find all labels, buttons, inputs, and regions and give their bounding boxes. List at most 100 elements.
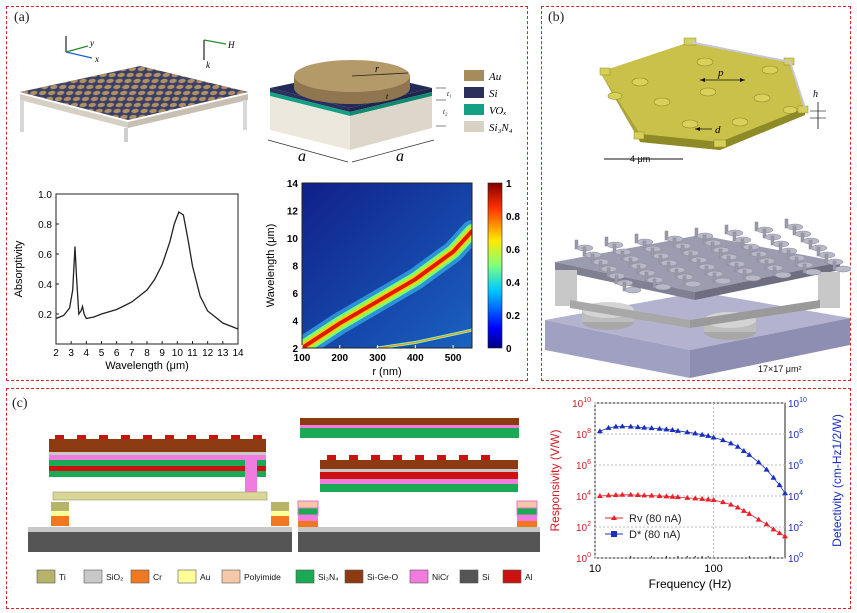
- rv-point: [755, 516, 762, 522]
- y-tick-label: 10: [287, 234, 299, 245]
- rv-point: [705, 496, 712, 502]
- y-axis-label: Wavelength (μm): [265, 224, 277, 308]
- dstar-point: [684, 429, 691, 435]
- y-tick-label: 4: [292, 317, 298, 328]
- rv-point: [596, 493, 603, 498]
- x-tick-label: 8: [144, 348, 150, 359]
- rv-point: [641, 492, 648, 498]
- main-resonance-band: [302, 229, 472, 348]
- dstar-point: [755, 459, 762, 465]
- legend-label: D* (80 nA): [629, 529, 680, 541]
- rv-point: [669, 493, 676, 499]
- rv-point: [619, 491, 626, 497]
- x-axis-label: Frequency (Hz): [649, 577, 732, 591]
- dstar-point: [634, 424, 641, 430]
- dstar-point: [705, 432, 712, 438]
- colorbar: [487, 182, 503, 349]
- y-tick-label-right: 100: [788, 552, 803, 565]
- panel-a: [6, 6, 528, 381]
- rv-point: [770, 526, 777, 532]
- dstar-point: [692, 430, 699, 436]
- y-tick-label: 0.4: [38, 280, 52, 291]
- y-tick-label: 2: [292, 344, 298, 355]
- x-tick-label: 7: [129, 348, 135, 359]
- y-axis-label-left: Responsivity (V/W): [549, 429, 562, 531]
- dstar-point: [619, 423, 626, 429]
- dstar-point: [776, 482, 783, 488]
- x-tick-label: 100: [704, 563, 722, 575]
- x-tick-label: 500: [445, 353, 462, 364]
- dstar-point: [641, 424, 648, 430]
- dstar-point: [734, 443, 741, 449]
- colorbar-tick-label: 0: [506, 344, 512, 355]
- dstar-point: [727, 440, 734, 446]
- dstar-point: [663, 426, 670, 432]
- y-tick-label: 1.0: [38, 190, 52, 201]
- rv-point: [692, 495, 699, 501]
- x-tick-label: 200: [331, 353, 348, 364]
- panel-c-label: (c): [12, 396, 28, 411]
- x-tick-label: 6: [114, 348, 120, 359]
- rv-point: [782, 533, 788, 539]
- dstar-point: [746, 451, 753, 457]
- dstar-point: [656, 425, 663, 431]
- y-tick-label-left: 1010: [572, 397, 591, 410]
- x-axis-label: Wavelength (μm): [105, 360, 189, 372]
- x-tick-label: 4: [84, 348, 90, 359]
- y-tick-label: 0.2: [38, 310, 52, 321]
- x-tick-label: 10: [172, 348, 184, 359]
- y-tick-label-left: 106: [576, 459, 591, 472]
- dstar-point: [782, 490, 788, 496]
- rv-point: [763, 521, 770, 527]
- colorbar-tick-label: 0.8: [506, 212, 520, 223]
- rv-point: [719, 499, 726, 505]
- x-axis-label: r (nm): [372, 366, 401, 378]
- dstar-point: [763, 466, 770, 472]
- rv-point: [727, 501, 734, 507]
- rv-point: [648, 492, 655, 498]
- rv-point: [605, 492, 612, 498]
- dstar-point: [627, 423, 634, 429]
- dstar-point: [669, 427, 676, 433]
- legend-marker: [611, 531, 617, 537]
- legend-marker: [611, 515, 617, 520]
- y-tick-label: 6: [292, 289, 298, 300]
- x-tick-label: 12: [202, 348, 214, 359]
- x-tick-label: 13: [217, 348, 229, 359]
- weak-band-core: [376, 329, 472, 348]
- panel-b: [541, 6, 851, 381]
- y-tick-label: 0.8: [38, 220, 52, 231]
- x-tick-label: 11: [187, 348, 198, 359]
- rv-point: [663, 493, 670, 499]
- y-tick-label-right: 106: [788, 459, 803, 472]
- panel-b-label: (b): [548, 10, 565, 25]
- y-tick-label-right: 1010: [788, 397, 807, 410]
- x-tick-label: 5: [99, 348, 105, 359]
- rv-point: [740, 507, 747, 513]
- colorbar-tick-label: 0.4: [506, 278, 520, 289]
- dstar-point: [719, 437, 726, 443]
- absorptivity-line: [55, 211, 239, 330]
- dstar-point: [596, 428, 603, 434]
- y-axis-label: Absorptivity: [13, 240, 25, 297]
- rv-point: [674, 494, 681, 500]
- rv-point: [656, 493, 663, 498]
- dstar-point: [648, 425, 655, 431]
- y-tick-label-left: 104: [576, 490, 591, 503]
- rv-point: [699, 495, 706, 501]
- rv-point: [746, 510, 753, 516]
- rv-point: [776, 530, 783, 536]
- y-tick-label-left: 108: [576, 428, 591, 441]
- y-tick-label: 14: [287, 179, 299, 190]
- rv-point: [734, 504, 741, 510]
- x-tick-label: 400: [407, 353, 424, 364]
- colorbar-tick-label: 1: [506, 179, 512, 190]
- y-tick-label-right: 104: [788, 490, 803, 503]
- dstar-point: [674, 427, 681, 433]
- heatmap-frame: [301, 182, 473, 349]
- panel-c: [6, 388, 851, 609]
- rv-point: [710, 497, 717, 503]
- rv-point: [634, 492, 641, 498]
